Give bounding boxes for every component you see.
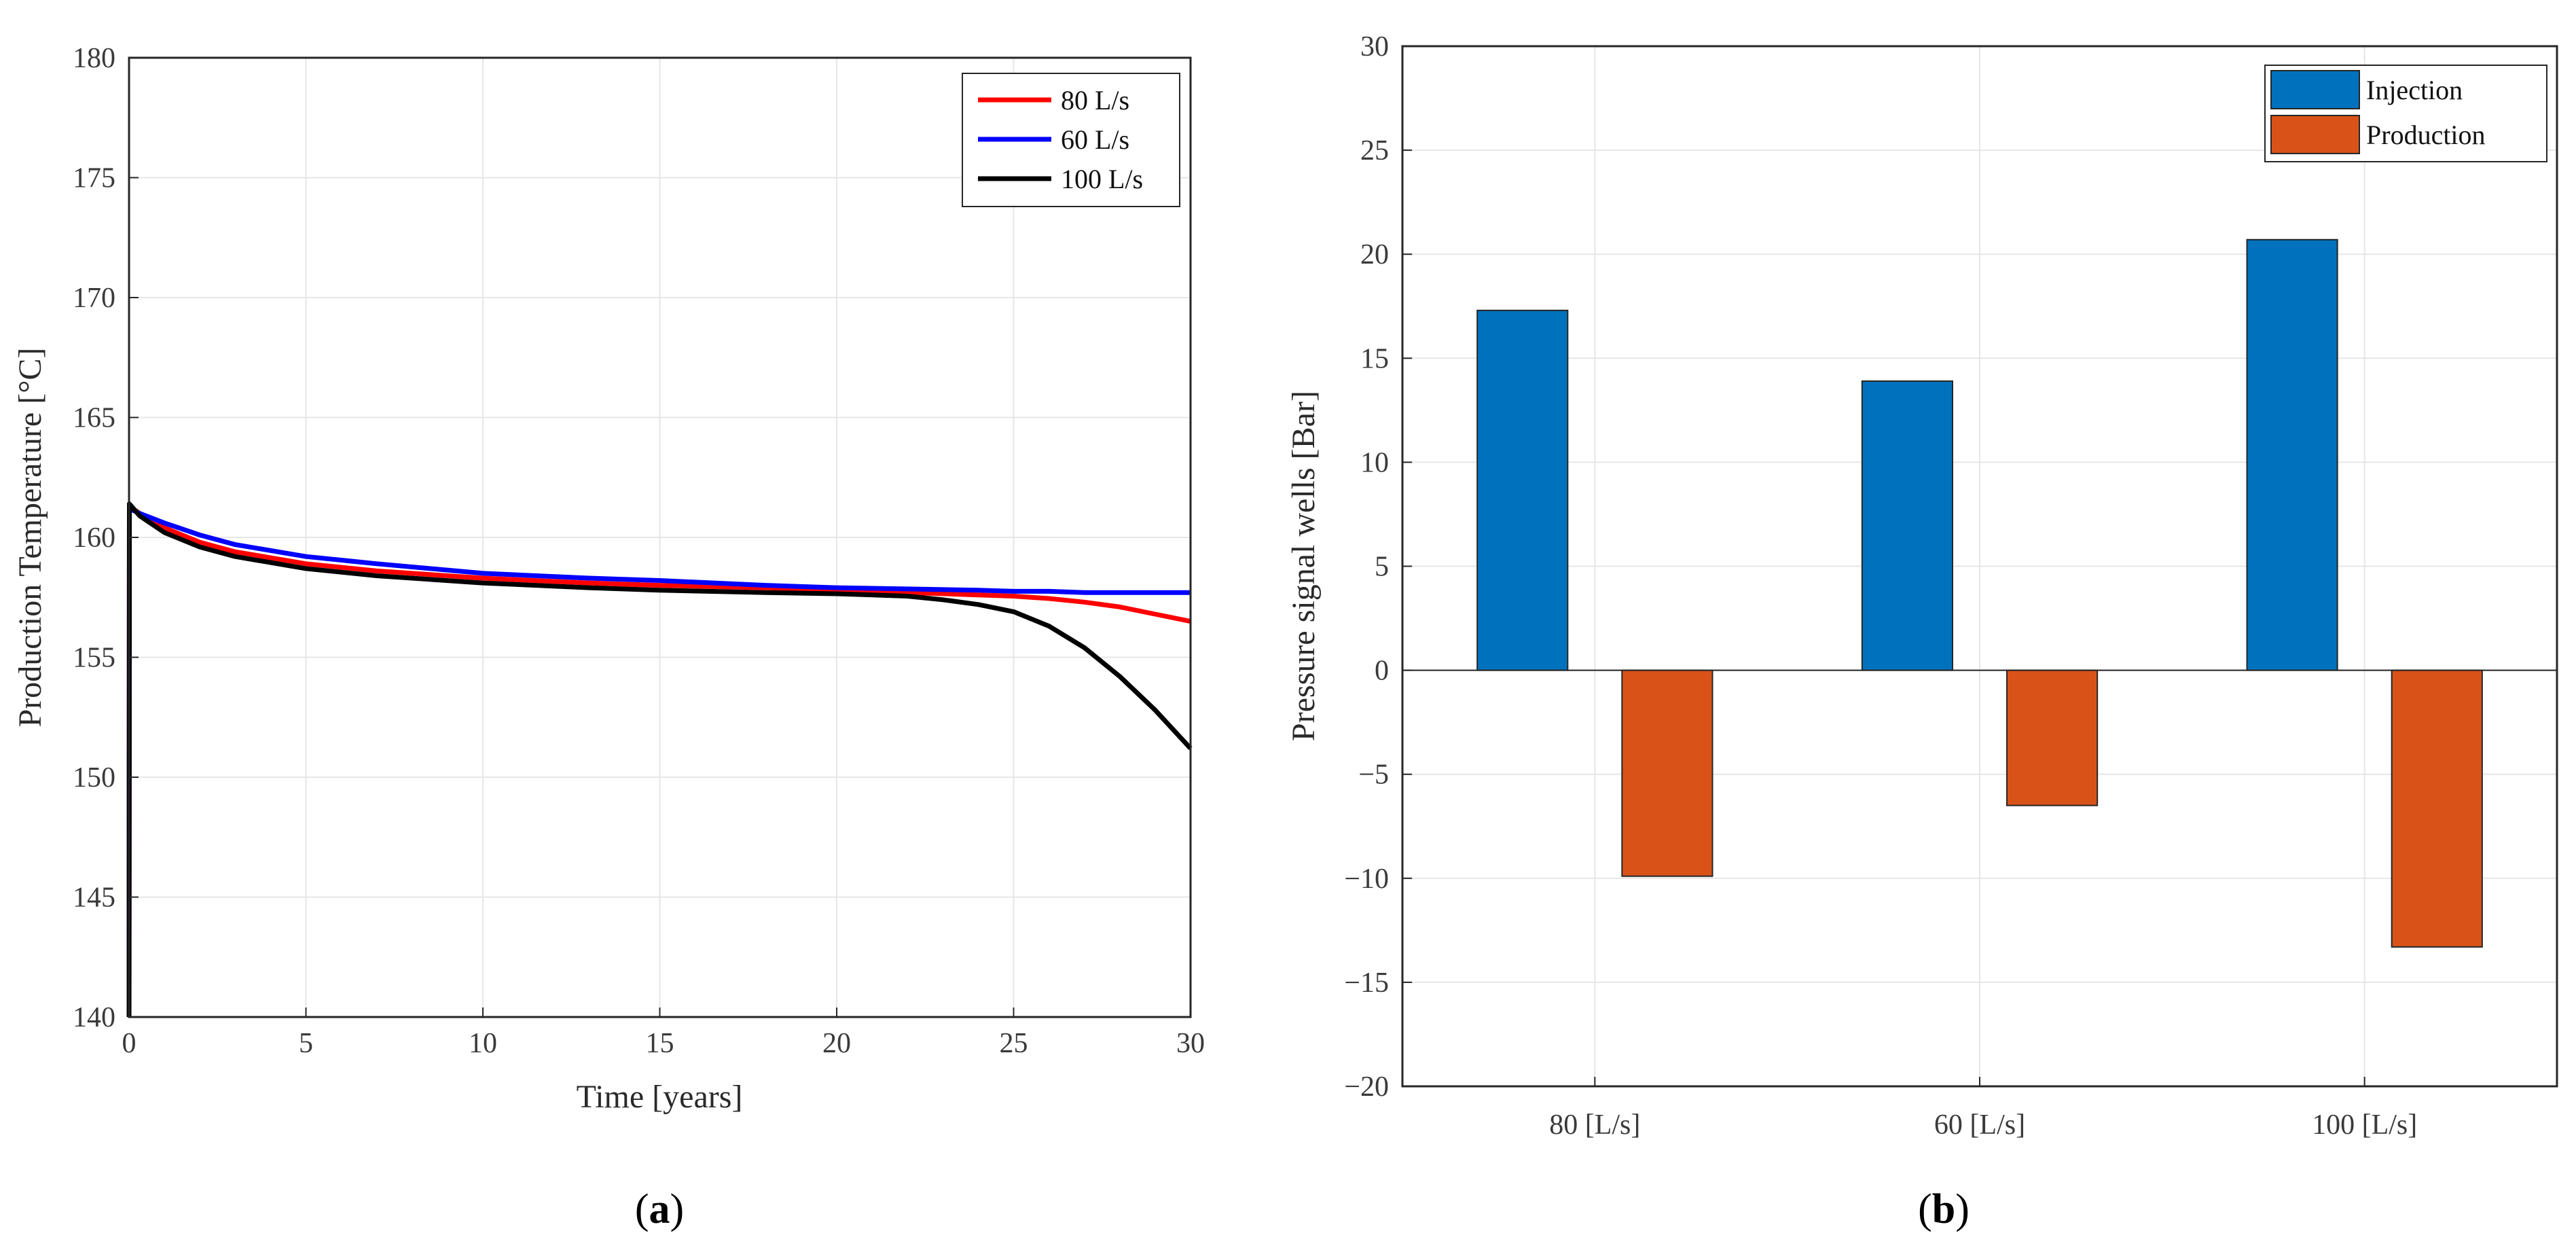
legend-a: 80 L/s 60 L/s 100 L/s [962,73,1180,207]
bar-injection-2 [1861,380,1953,671]
y-tick-label: 0 [1375,656,1389,687]
bar-injection-1 [1476,309,1569,671]
y-tick-label: −10 [1344,863,1389,895]
y-tick-label: 5 [1375,552,1389,583]
bar-production-2 [2006,669,2099,806]
y-axis-label-b: Pressure signal wells [Bar] [1286,391,1322,741]
series-line-100-l-s [126,501,1193,1018]
bar-injection-3 [2246,238,2338,671]
y-axis-label-a: Production Temperature [°C] [12,348,48,728]
y-tick-label: 180 [73,43,115,74]
y-tick-label: 160 [73,522,115,554]
series-line-60-l-s [126,506,1191,1018]
category-label: 80 [L/s] [1549,1109,1640,1141]
y-tick-label: −5 [1358,760,1389,791]
x-tick-label: 5 [299,1028,313,1059]
legend-entry: Production [2366,120,2486,150]
category-label: 60 [L/s] [1934,1109,2025,1141]
y-tick-label: 155 [73,643,115,674]
y-tick-label: 175 [73,163,115,194]
x-tick-label: 20 [822,1028,851,1059]
legend-swatch [2270,115,2360,154]
y-tick-label: −15 [1344,967,1389,999]
panel-label-a: (a) [635,1186,684,1232]
x-tick-label: 10 [469,1028,497,1059]
legend-entry: 80 L/s [1061,85,1129,115]
x-tick-label: 15 [646,1028,674,1059]
series-line-80-l-s [126,503,1191,1018]
legend-entry: 100 L/s [1061,164,1143,194]
y-tick-label: 10 [1360,447,1389,478]
panel-label-b: (b) [1918,1186,1970,1232]
panel-letter-a: a [649,1186,670,1232]
category-label: 100 [L/s] [2312,1109,2417,1141]
bar-production-3 [2391,669,2483,948]
legend-entry: Injection [2366,75,2463,105]
legend-entry: 60 L/s [1061,124,1129,155]
y-tick-label: 15 [1360,343,1389,374]
y-tick-label: 150 [73,762,115,794]
y-tick-label: 25 [1360,135,1389,166]
line-chart-temperature: 0 5 10 15 20 25 30140145150155160165170175180 … [12,43,1205,1115]
x-axis-label-a: Time [years] [577,1079,743,1115]
bar-chart-pressure: −20 −15 −10 −5 0 5 10 15 20 25 30 80 [L/s] 60 [L/s] 1… [1286,31,2558,1141]
x-tick-label: 25 [1000,1028,1028,1059]
legend-b: Injection Production [2264,65,2547,162]
y-tick-label: 170 [73,283,115,314]
x-tick-label: 30 [1176,1028,1205,1059]
bars-group-b [1476,238,2483,948]
ticks-a: 0 5 10 15 20 25 30 140 145 150 155 160 165 170 175 180 [73,43,1205,1059]
series-group-a [126,501,1193,1018]
y-tick-label: 30 [1360,31,1389,63]
y-tick-label: 145 [73,882,115,914]
panel-letter-b: b [1932,1186,1955,1232]
y-tick-label: −20 [1344,1071,1389,1103]
y-tick-label: 140 [73,1002,115,1033]
ticks-b: −20 −15 −10 −5 0 5 10 15 20 25 30 80 [L/s] 60 [L/s] 1… [1344,31,2417,1141]
legend-swatch [2270,70,2360,109]
y-tick-label: 20 [1360,239,1389,270]
x-tick-label: 0 [122,1028,137,1059]
y-tick-label: 165 [73,403,115,434]
bar-production-1 [1621,669,1713,877]
